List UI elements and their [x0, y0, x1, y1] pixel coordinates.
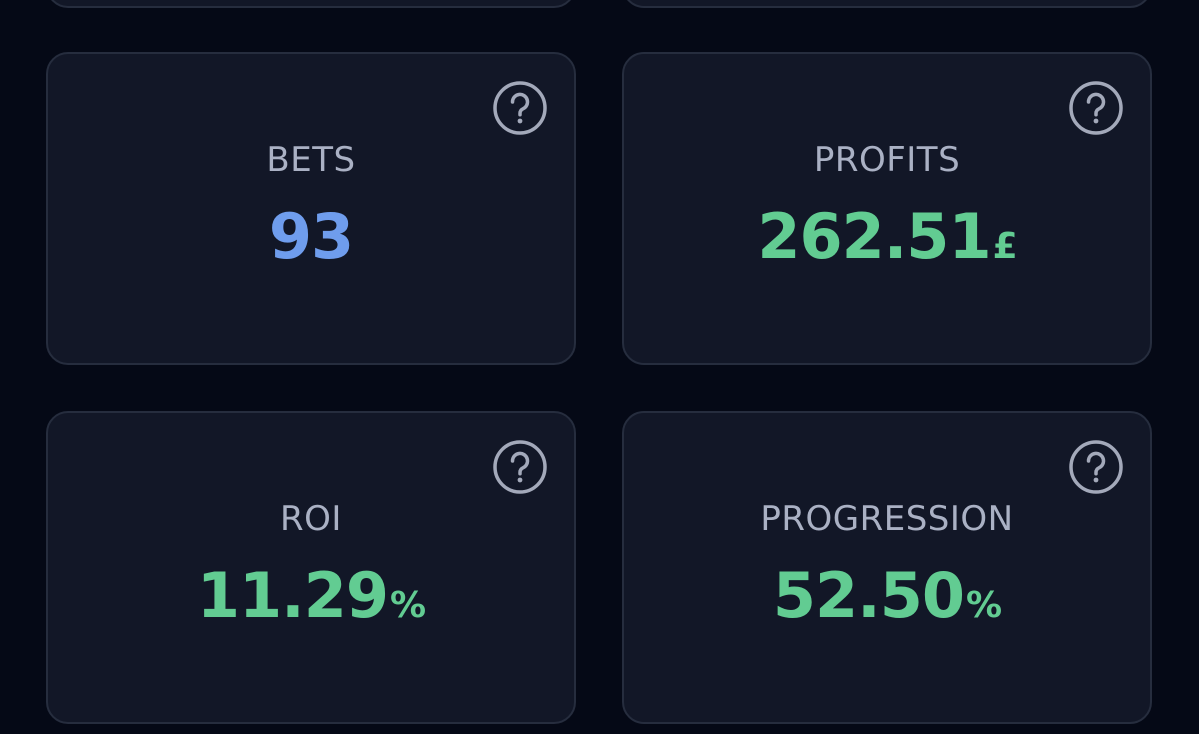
- stat-card: PROGRESSION 52.50%: [622, 411, 1152, 724]
- help-icon[interactable]: [492, 439, 548, 495]
- stat-value: 93: [48, 200, 574, 273]
- value-number: 52.50: [772, 559, 965, 632]
- help-icon[interactable]: [492, 80, 548, 136]
- stat-label: PROGRESSION: [760, 499, 1014, 539]
- value-unit: %: [966, 585, 1002, 626]
- stat-label: ROI: [280, 499, 342, 539]
- value-number: 93: [268, 200, 354, 273]
- value-number: 11.29: [196, 559, 389, 632]
- help-icon[interactable]: [1068, 439, 1124, 495]
- help-icon[interactable]: [1068, 80, 1124, 136]
- card-partial: [46, 0, 576, 8]
- stat-label: BETS: [266, 140, 356, 180]
- stat-value: 262.51£: [624, 200, 1150, 273]
- card-partial: [622, 0, 1152, 8]
- stat-value: 52.50%: [624, 559, 1150, 632]
- stat-card: BETS 93: [46, 52, 576, 365]
- stat-card: PROFITS 262.51£: [622, 52, 1152, 365]
- stat-card: ROI 11.29%: [46, 411, 576, 724]
- value-unit: %: [390, 585, 426, 626]
- stat-value: 11.29%: [48, 559, 574, 632]
- value-unit: £: [992, 226, 1018, 267]
- value-number: 262.51: [757, 200, 991, 273]
- stat-label: PROFITS: [813, 140, 961, 180]
